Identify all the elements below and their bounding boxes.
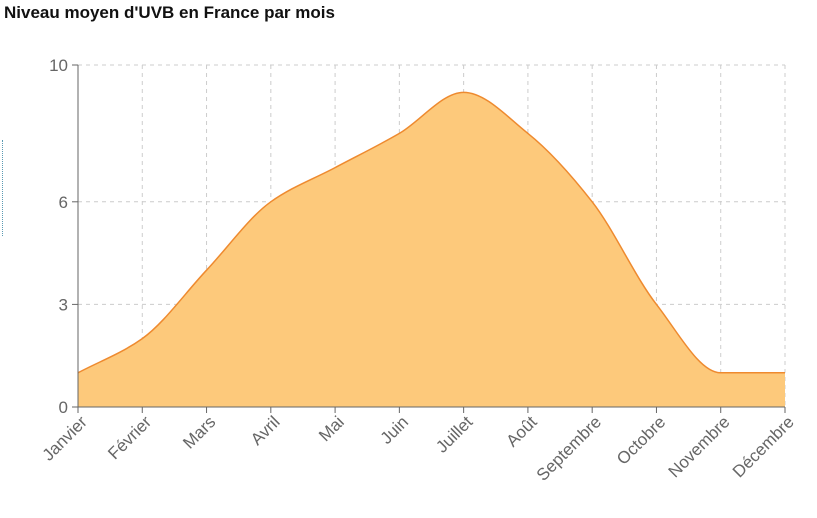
x-tick-label: Janvier <box>39 412 91 464</box>
x-tick-label: Décembre <box>729 412 798 481</box>
y-tick-label: 3 <box>59 295 68 314</box>
y-tick-label: 0 <box>59 398 68 417</box>
x-tick-label: Mars <box>179 412 219 452</box>
x-tick-label: Juillet <box>432 412 476 456</box>
x-tick-label: Février <box>104 412 155 463</box>
x-tick-label: Octobre <box>613 412 669 468</box>
y-tick-label: 10 <box>49 56 68 75</box>
area-fill <box>78 92 785 408</box>
left-edge-marks <box>2 140 5 236</box>
y-tick-label: 6 <box>59 193 68 212</box>
x-tick-label: Août <box>503 412 541 450</box>
x-tick-label: Novembre <box>665 412 734 481</box>
chart-title: Niveau moyen d'UVB en France par mois <box>4 3 335 22</box>
x-tick-label: Septembre <box>533 412 605 484</box>
x-tick-label: Mai <box>315 412 348 445</box>
x-tick-label: Juin <box>377 412 412 447</box>
area-line <box>77 91 785 374</box>
x-tick-label: Avril <box>247 412 284 449</box>
